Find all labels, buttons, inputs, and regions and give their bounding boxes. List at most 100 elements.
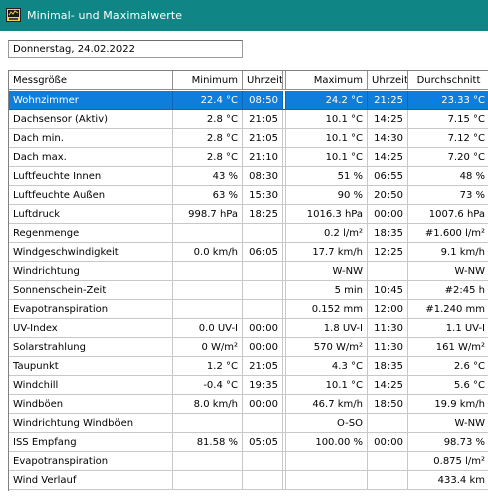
cell-minimum: 2.8 °C: [173, 129, 243, 148]
cell-minimum: [173, 224, 243, 243]
table-row[interactable]: Windrichtung Windböen O-SO W-NW: [9, 414, 488, 433]
cell-average: 7.15 °C: [408, 110, 488, 129]
date-field[interactable]: Donnerstag, 24.02.2022: [8, 40, 243, 58]
table-row[interactable]: Windrichtung W-NW W-NW: [9, 262, 488, 281]
cell-average: 98.73 %: [408, 433, 488, 452]
cell-minimum: [173, 414, 243, 433]
header-durchschnitt[interactable]: Durchschnitt: [408, 71, 488, 90]
table-row[interactable]: Solarstrahlung 0 W/m² 00:00 570 W/m² 11:30 16…: [9, 338, 488, 357]
table-row[interactable]: Luftdruck 998.7 hPa 18:25 1016.3 hPa 00:00 10…: [9, 205, 488, 224]
cell-maximum: 10.1 °C: [286, 148, 368, 167]
column-separator: [283, 243, 286, 262]
cell-label: Windrichtung Windböen: [9, 414, 173, 433]
header-messgroesse[interactable]: Messgröße: [9, 71, 173, 90]
cell-minimum: [173, 300, 243, 319]
window-titlebar[interactable]: Minimal- und Maximalwerte: [0, 0, 488, 31]
table-row[interactable]: Dach min. 2.8 °C 21:05 10.1 °C 14:30 7.12 °C: [9, 129, 488, 148]
table-row[interactable]: Regenmenge 0.2 l/m² 18:35 #1.600 l/m²: [9, 224, 488, 243]
header-uhrzeit-min[interactable]: Uhrzeit: [243, 71, 283, 90]
cell-average: 7.12 °C: [408, 129, 488, 148]
table-row[interactable]: Evapotranspiration 0.152 mm 12:00 #1.240 mm: [9, 300, 488, 319]
table-row[interactable]: UV-Index 0.0 UV-I 00:00 1.8 UV-I 11:30 1.1 UV…: [9, 319, 488, 338]
cell-maximum: 46.7 km/h: [286, 395, 368, 414]
table-row[interactable]: Luftfeuchte Innen 43 % 08:30 51 % 06:55 48 %: [9, 167, 488, 186]
cell-max-time: 18:35: [368, 224, 408, 243]
cell-min-time: 19:35: [243, 376, 283, 395]
cell-max-time: 00:00: [368, 433, 408, 452]
cell-max-time: [368, 452, 408, 471]
table-row[interactable]: Evapotranspiration 0.875 l/m²: [9, 452, 488, 471]
cell-min-time: 05:05: [243, 433, 283, 452]
cell-average: #2:45 h: [408, 281, 488, 300]
cell-label: Regenmenge: [9, 224, 173, 243]
cell-average: 1.1 UV-I: [408, 319, 488, 338]
header-maximum[interactable]: Maximum: [286, 71, 368, 90]
cell-label: Luftdruck: [9, 205, 173, 224]
cell-label: Wind Verlauf: [9, 471, 173, 490]
cell-min-time: 00:00: [243, 338, 283, 357]
table-row[interactable]: Dach max. 2.8 °C 21:10 10.1 °C 14:25 7.20 °C: [9, 148, 488, 167]
cell-min-time: [243, 281, 283, 300]
cell-min-time: 06:05: [243, 243, 283, 262]
min-max-table[interactable]: Messgröße Minimum Uhrzeit Maximum Uhrzei…: [8, 70, 488, 491]
cell-minimum: -0.4 °C: [173, 376, 243, 395]
table-row[interactable]: Dachsensor (Aktiv) 2.8 °C 21:05 10.1 °C 14:2…: [9, 110, 488, 129]
table-row[interactable]: Windböen 8.0 km/h 00:00 46.7 km/h 18:50 19.9 …: [9, 395, 488, 414]
table-row[interactable]: Windgeschwindigkeit 0.0 km/h 06:05 17.7 km/…: [9, 243, 488, 262]
table-row[interactable]: ISS Empfang 81.58 % 05:05 100.00 % 00:00 98.7…: [9, 433, 488, 452]
header-minimum[interactable]: Minimum: [173, 71, 243, 90]
column-separator: [283, 110, 286, 129]
cell-average: 9.1 km/h: [408, 243, 488, 262]
cell-average: 73 %: [408, 186, 488, 205]
column-separator: [283, 300, 286, 319]
cell-average: 5.6 °C: [408, 376, 488, 395]
cell-label: Luftfeuchte Außen: [9, 186, 173, 205]
cell-min-time: 08:50: [243, 91, 283, 110]
cell-max-time: 12:00: [368, 300, 408, 319]
cell-minimum: 0 W/m²: [173, 338, 243, 357]
cell-maximum: 90 %: [286, 186, 368, 205]
cell-minimum: 81.58 %: [173, 433, 243, 452]
cell-label: Evapotranspiration: [9, 452, 173, 471]
column-separator: [283, 319, 286, 338]
cell-maximum: W-NW: [286, 262, 368, 281]
cell-maximum: 100.00 %: [286, 433, 368, 452]
header-uhrzeit-max[interactable]: Uhrzeit: [368, 71, 408, 90]
column-separator: [283, 338, 286, 357]
cell-max-time: [368, 262, 408, 281]
column-separator: [283, 262, 286, 281]
table-row[interactable]: Luftfeuchte Außen 63 % 15:30 90 % 20:50 73 %: [9, 186, 488, 205]
cell-maximum: 10.1 °C: [286, 129, 368, 148]
table-row[interactable]: Taupunkt 1.2 °C 21:05 4.3 °C 18:35 2.6 °C: [9, 357, 488, 376]
cell-maximum: 4.3 °C: [286, 357, 368, 376]
cell-minimum: 2.8 °C: [173, 148, 243, 167]
cell-max-time: 21:25: [368, 91, 408, 110]
cell-max-time: 20:50: [368, 186, 408, 205]
cell-minimum: 8.0 km/h: [173, 395, 243, 414]
table-row[interactable]: Wind Verlauf 433.4 km: [9, 471, 488, 490]
cell-minimum: 2.8 °C: [173, 110, 243, 129]
column-separator: [283, 91, 286, 110]
cell-label: Windchill: [9, 376, 173, 395]
cell-maximum: 17.7 km/h: [286, 243, 368, 262]
table-row[interactable]: Wohnzimmer 22.4 °C 08:50 24.2 °C 21:25 23.33 …: [9, 91, 488, 110]
table-row[interactable]: Sonnenschein-Zeit 5 min 10:45 #2:45 h: [9, 281, 488, 300]
cell-minimum: 998.7 hPa: [173, 205, 243, 224]
cell-maximum: 1016.3 hPa: [286, 205, 368, 224]
column-separator: [283, 471, 286, 490]
cell-maximum: 1.8 UV-I: [286, 319, 368, 338]
column-separator: [283, 281, 286, 300]
cell-max-time: 10:45: [368, 281, 408, 300]
cell-label: Luftfeuchte Innen: [9, 167, 173, 186]
table-row[interactable]: Windchill -0.4 °C 19:35 10.1 °C 14:25 5.6 °C: [9, 376, 488, 395]
cell-max-time: 18:50: [368, 395, 408, 414]
cell-min-time: 18:25: [243, 205, 283, 224]
cell-maximum: [286, 471, 368, 490]
column-separator: [283, 71, 286, 90]
cell-min-time: 21:10: [243, 148, 283, 167]
cell-maximum: 570 W/m²: [286, 338, 368, 357]
cell-label: Evapotranspiration: [9, 300, 173, 319]
cell-minimum: [173, 471, 243, 490]
column-separator: [283, 224, 286, 243]
cell-average: W-NW: [408, 414, 488, 433]
